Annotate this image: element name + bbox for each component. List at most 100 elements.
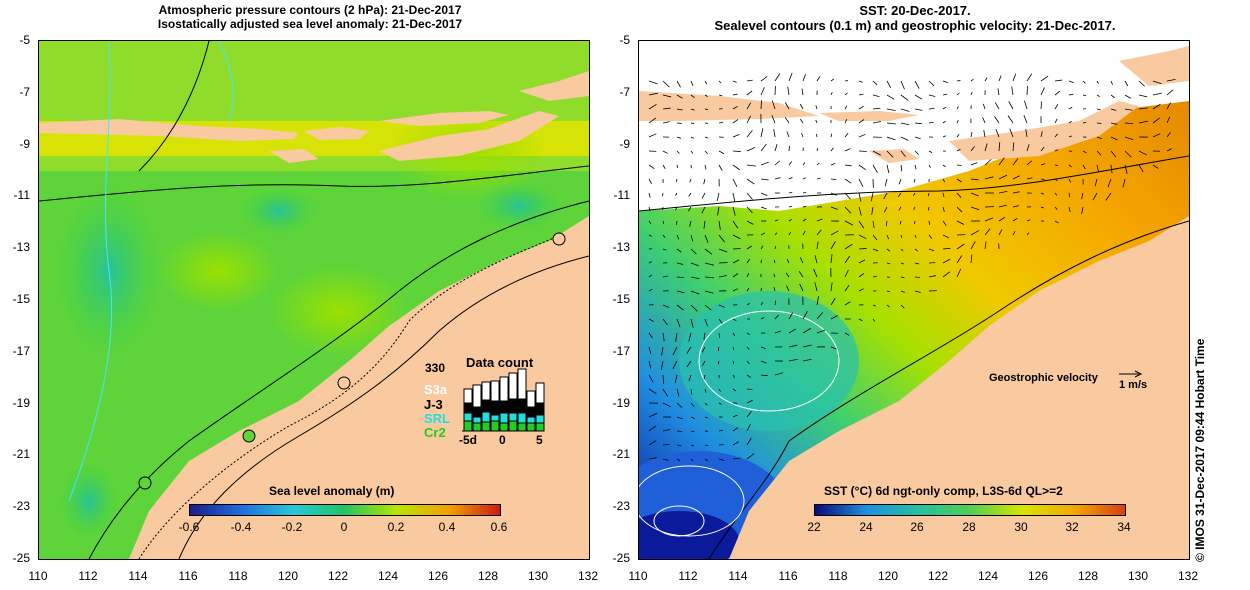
velocity-arrow: [830, 178, 837, 181]
data-count-bar-segment: [463, 412, 473, 422]
velocity-arrow: [802, 177, 806, 180]
velocity-arrow: [1096, 164, 1099, 172]
velocity-arrow: [662, 458, 669, 461]
velocity-arrow: [914, 136, 921, 140]
velocity-arrow: [900, 94, 909, 101]
velocity-arrow: [690, 262, 699, 267]
velocity-arrow: [717, 360, 720, 365]
velocity-arrow: [872, 234, 878, 241]
velocity-arrow: [760, 178, 769, 181]
velocity-arrow: [746, 332, 750, 335]
velocity-arrow: [703, 374, 706, 380]
velocity-arrow: [1012, 142, 1015, 152]
left-xtick-5: 118: [228, 569, 248, 583]
velocity-arrow: [732, 360, 735, 365]
velocity-arrow: [802, 344, 812, 348]
velocity-arrow: [676, 80, 681, 88]
velocity-arrow: [1082, 122, 1087, 124]
velocity-arrow: [998, 142, 1001, 152]
velocity-arrow: [718, 94, 723, 97]
velocity-arrow: [771, 100, 776, 110]
data-count-bar-segment: [499, 422, 509, 432]
velocity-arrow: [701, 192, 706, 199]
velocity-arrow: [1138, 164, 1144, 173]
velocity-arrow: [844, 132, 849, 138]
velocity-arrow: [1152, 80, 1162, 85]
velocity-arrow: [1124, 94, 1132, 99]
velocity-arrow: [718, 234, 725, 243]
velocity-arrow: [662, 318, 668, 326]
data-count-bar-segment: [517, 412, 527, 424]
data-count-title: Data count: [466, 355, 534, 370]
sst-velocity-map[interactable]: Geostrophic velocity 1 m/s SST (°C) 6d n…: [638, 40, 1190, 560]
velocity-arrow: [648, 220, 652, 225]
velocity-arrow: [883, 192, 888, 200]
velocity-arrow: [774, 330, 782, 334]
velocity-arrow: [662, 429, 671, 432]
flores-island: [379, 111, 509, 126]
velocity-arrow: [1023, 115, 1028, 124]
velocity-arrow: [802, 218, 807, 222]
velocity-arrow: [674, 374, 678, 384]
velocity-arrow: [1166, 102, 1171, 110]
velocity-arrow: [844, 119, 848, 124]
velocity-arrow: [702, 360, 706, 366]
velocity-arrow: [830, 315, 838, 320]
velocity-arrow: [900, 248, 904, 252]
velocity-arrow: [913, 178, 916, 183]
velocity-arrow: [732, 150, 741, 152]
velocity-arrow: [900, 108, 910, 112]
velocity-arrow: [689, 178, 692, 183]
left-ytick-6: -15: [12, 292, 30, 306]
velocity-arrow: [956, 268, 962, 278]
mission-j3: J-3: [424, 397, 443, 412]
velocity-arrow: [844, 192, 851, 200]
velocity-arrow: [1110, 108, 1117, 111]
velocity-arrow: [676, 388, 680, 397]
data-count-bar-segment: [535, 402, 545, 416]
velocity-arrow: [787, 86, 790, 96]
velocity-arrow: [900, 136, 909, 141]
tide-gauge-3: [337, 376, 351, 390]
velocity-arrow: [788, 344, 798, 348]
left-title-line1: Atmospheric pressure contours (2 hPa): 2…: [158, 3, 462, 17]
velocity-arrow: [704, 444, 709, 447]
teal-eddy-2: [474, 181, 564, 231]
velocity-arrow: [1054, 149, 1059, 152]
velocity-arrow: [984, 228, 991, 236]
velocity-arrow: [1107, 178, 1112, 188]
velocity-arrow: [760, 192, 768, 196]
velocity-arrow: [813, 268, 818, 278]
left-xtick-10: 128: [477, 569, 499, 583]
velocity-arrow: [816, 329, 826, 334]
velocity-arrow: [898, 178, 902, 185]
velocity-arrow: [746, 273, 750, 278]
left-xtick-9: 126: [427, 569, 449, 583]
velocity-arrow: [1110, 80, 1113, 85]
velocity-arrow: [914, 234, 917, 239]
velocity-arrow: [1068, 192, 1071, 198]
velocity-arrows: [648, 72, 1176, 462]
sea-level-anomaly-map[interactable]: Data count 330 S3a J-3 SRL Cr2 -5d 0 5 S…: [38, 40, 590, 560]
velocity-arrow: [648, 178, 653, 185]
velocity-arrow: [816, 177, 821, 180]
data-count-bar-segment: [463, 420, 473, 432]
velocity-arrow: [746, 220, 754, 225]
left-ytick-8: -19: [12, 396, 30, 410]
velocity-arrow: [676, 248, 682, 253]
velocity-arrow: [998, 174, 1008, 180]
velocity-arrow: [914, 248, 919, 252]
data-count-bar-segment: [526, 422, 536, 432]
velocity-arrow: [774, 232, 778, 236]
velocity-arrow: [704, 276, 714, 279]
velocity-arrow: [984, 241, 987, 250]
teal-eddy-3: [239, 186, 319, 236]
velocity-arrow: [970, 162, 978, 166]
timor-island-right: [949, 101, 1139, 161]
velocity-arrow: [676, 458, 681, 462]
velocity-arrow: [662, 304, 670, 308]
velocity-arrow: [913, 206, 916, 210]
velocity-arrow: [956, 192, 962, 198]
velocity-arrow: [884, 178, 888, 187]
velocity-arrow: [998, 216, 1006, 222]
